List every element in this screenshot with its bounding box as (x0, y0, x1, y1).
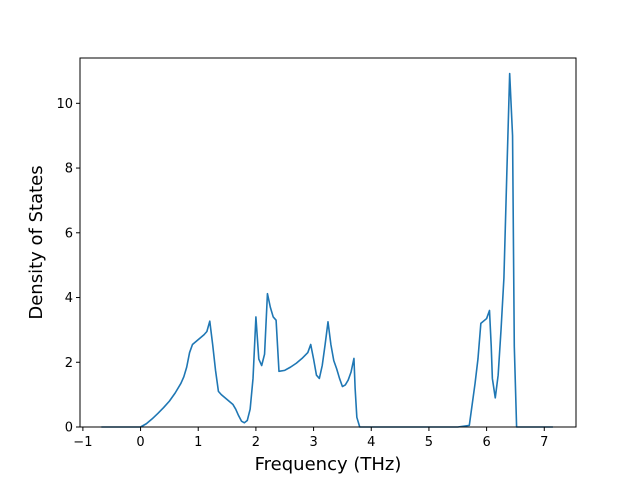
dos-series-line (101, 72, 553, 428)
x-tick-label: 3 (309, 435, 317, 450)
y-tick-label: 4 (65, 291, 73, 306)
x-axis-title: Frequency (THz) (255, 454, 402, 475)
y-axis-ticks: 0 2 4 6 8 10 (56, 97, 80, 436)
x-axis-ticks: −1 0 1 2 3 4 5 6 7 (73, 427, 548, 450)
axes-frame (79, 57, 577, 428)
x-tick-label: 0 (136, 435, 144, 450)
x-tick-label: 1 (194, 435, 202, 450)
x-tick-label: 2 (252, 435, 260, 450)
x-tick-label: 4 (367, 435, 375, 450)
y-tick-label: 8 (65, 162, 73, 177)
x-tick-label: 5 (425, 435, 433, 450)
y-tick-label: 0 (65, 421, 73, 436)
x-tick-label: 6 (482, 435, 490, 450)
x-tick-label: 7 (540, 435, 548, 450)
y-tick-label: 6 (65, 226, 73, 241)
y-tick-label: 10 (56, 97, 73, 112)
y-axis-title: Density of States (26, 165, 47, 319)
x-tick-label: −1 (73, 435, 92, 450)
y-tick-label: 2 (65, 356, 73, 371)
